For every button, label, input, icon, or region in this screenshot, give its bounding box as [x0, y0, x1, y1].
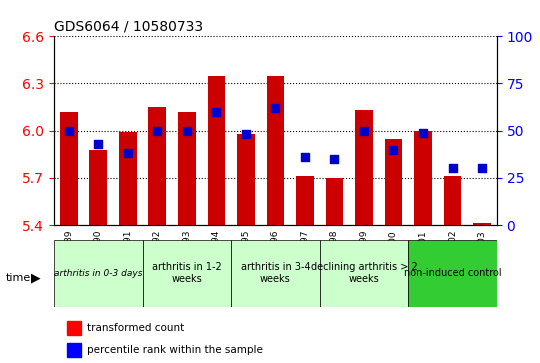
Point — [183, 128, 191, 134]
Bar — [178, 112, 195, 225]
Point — [330, 156, 339, 162]
Bar — [68, 321, 82, 335]
Bar — [355, 110, 373, 225]
Bar — [473, 224, 491, 225]
Text: transformed count: transformed count — [87, 323, 185, 333]
Bar — [207, 76, 225, 225]
Bar — [267, 76, 284, 225]
Bar — [444, 176, 461, 225]
Point — [301, 154, 309, 160]
Point — [64, 128, 73, 134]
Bar — [384, 139, 402, 225]
Point — [360, 128, 368, 134]
Bar — [414, 131, 432, 225]
Bar — [296, 176, 314, 225]
Text: arthritis in 1-2
weeks: arthritis in 1-2 weeks — [152, 262, 222, 284]
Point — [418, 130, 427, 135]
Bar — [90, 150, 107, 225]
Point — [271, 105, 280, 111]
FancyBboxPatch shape — [231, 240, 320, 307]
Bar — [237, 134, 255, 225]
Text: ▶: ▶ — [31, 271, 40, 284]
Bar — [148, 107, 166, 225]
Text: arthritis in 0-3 days: arthritis in 0-3 days — [54, 269, 143, 278]
Text: time: time — [5, 273, 31, 283]
Point — [153, 128, 161, 134]
Text: percentile rank within the sample: percentile rank within the sample — [87, 345, 263, 355]
Bar — [119, 132, 137, 225]
Text: GDS6064 / 10580733: GDS6064 / 10580733 — [54, 20, 203, 34]
Point — [124, 150, 132, 156]
Bar — [68, 343, 82, 357]
FancyBboxPatch shape — [408, 240, 497, 307]
FancyBboxPatch shape — [54, 240, 143, 307]
Bar — [60, 112, 78, 225]
Point — [212, 109, 221, 115]
Point — [478, 166, 487, 171]
FancyBboxPatch shape — [320, 240, 408, 307]
Text: declining arthritis > 2
weeks: declining arthritis > 2 weeks — [310, 262, 417, 284]
Text: non-induced control: non-induced control — [404, 268, 501, 278]
Point — [389, 147, 398, 152]
Point — [448, 166, 457, 171]
Point — [94, 141, 103, 147]
Text: arthritis in 3-4
weeks: arthritis in 3-4 weeks — [241, 262, 310, 284]
Point — [241, 131, 250, 137]
FancyBboxPatch shape — [143, 240, 231, 307]
Bar — [326, 178, 343, 225]
